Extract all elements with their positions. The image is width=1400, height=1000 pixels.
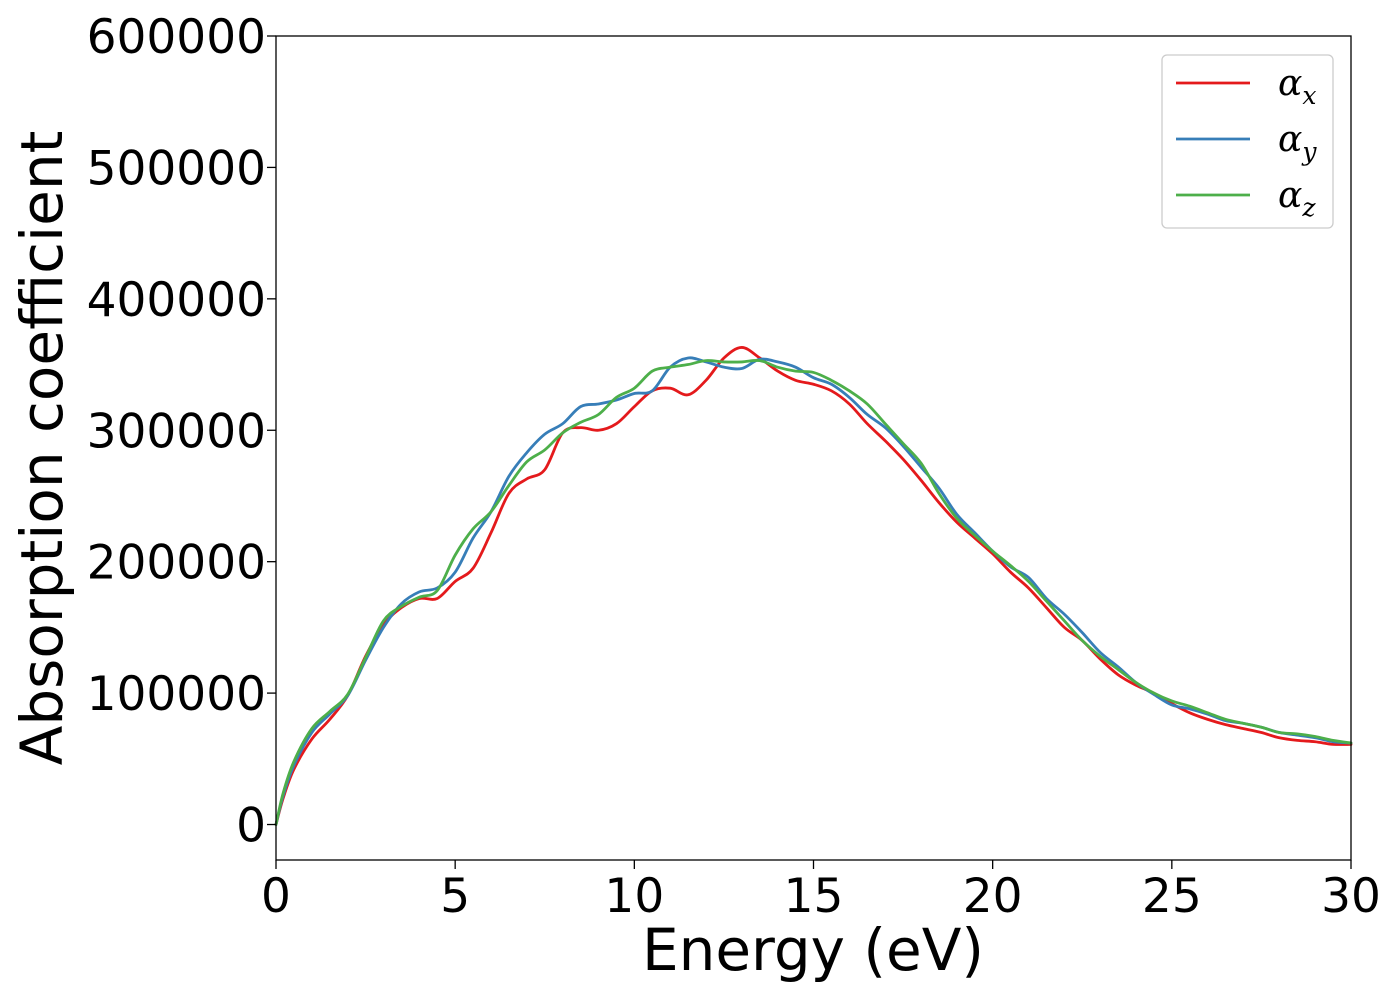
y-tick-label: 100000 — [87, 667, 266, 722]
y-axis-title: Absorption coefficient — [8, 131, 76, 766]
x-axis-title: Energy (eV) — [642, 916, 984, 984]
y-tick-label: 500000 — [87, 141, 266, 196]
y-tick-label: 0 — [236, 799, 266, 854]
x-tick-label: 0 — [261, 869, 291, 924]
legend-symbol: α — [1278, 119, 1302, 160]
x-tick-label: 20 — [963, 869, 1023, 924]
legend-label: αz — [1278, 175, 1316, 222]
legend-label: αx — [1278, 63, 1316, 110]
x-tick-label: 10 — [604, 869, 664, 924]
y-tick-label: 400000 — [87, 273, 266, 328]
x-tick-label: 15 — [784, 869, 844, 924]
x-tick-label: 30 — [1321, 869, 1381, 924]
legend-subscript: y — [1301, 137, 1317, 166]
y-axis-ticks: 0 100000 200000 300000 400000 500000 600000 — [87, 10, 276, 854]
series-line-alpha-z — [274, 359, 1353, 826]
legend-symbol: α — [1278, 175, 1302, 216]
legend-symbol: α — [1278, 63, 1302, 104]
y-tick-label: 600000 — [87, 10, 266, 65]
legend-box — [1161, 54, 1334, 229]
legend-subscript: x — [1302, 81, 1316, 110]
x-axis-ticks: 0 5 10 15 20 25 30 — [261, 860, 1381, 924]
y-tick-label: 300000 — [87, 404, 266, 459]
y-tick-label: 200000 — [87, 536, 266, 591]
legend-label: αy — [1278, 119, 1317, 166]
series-layer — [274, 346, 1353, 826]
legend-subscript: z — [1301, 193, 1316, 222]
x-tick-label: 25 — [1142, 869, 1202, 924]
x-tick-label: 5 — [440, 869, 470, 924]
